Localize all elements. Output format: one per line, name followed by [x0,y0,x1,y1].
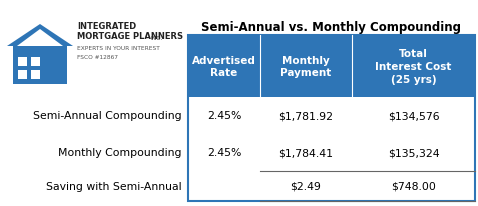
Text: Semi-Annual vs. Monthly Compounding: Semi-Annual vs. Monthly Compounding [202,20,461,33]
Text: MORTGAGE PLANNERS: MORTGAGE PLANNERS [77,32,183,41]
Text: INC.: INC. [150,36,162,41]
Bar [31,71,40,80]
Bar [31,58,40,67]
Bar [18,58,27,67]
Text: $748.00: $748.00 [391,181,436,191]
Text: $135,324: $135,324 [388,148,439,158]
Bar [188,36,260,97]
Text: Semi-Annual Compounding: Semi-Annual Compounding [33,111,182,121]
Text: Monthly
Payment: Monthly Payment [281,55,332,78]
Bar [18,71,27,80]
Polygon shape [17,30,63,47]
Bar [13,47,67,85]
Text: EXPERTS IN YOUR INTEREST: EXPERTS IN YOUR INTEREST [77,46,160,51]
Text: Total
Interest Cost
(25 yrs): Total Interest Cost (25 yrs) [375,49,452,84]
Text: Monthly Compounding: Monthly Compounding [58,148,182,158]
Text: $134,576: $134,576 [388,111,439,121]
Text: Saving with Semi-Annual: Saving with Semi-Annual [46,181,182,191]
Polygon shape [7,25,73,47]
Text: 2.45%: 2.45% [207,111,241,121]
Text: $2.49: $2.49 [291,181,321,191]
Bar [352,36,475,97]
Text: $1,781.92: $1,781.92 [279,111,334,121]
Text: FSCO #12867: FSCO #12867 [77,55,118,60]
Text: $1,784.41: $1,784.41 [279,148,334,158]
Text: INTEGRATED: INTEGRATED [77,22,136,31]
Bar [188,36,475,201]
Text: 2.45%: 2.45% [207,148,241,158]
Bar [260,36,352,97]
Text: Advertised
Rate: Advertised Rate [192,55,256,78]
